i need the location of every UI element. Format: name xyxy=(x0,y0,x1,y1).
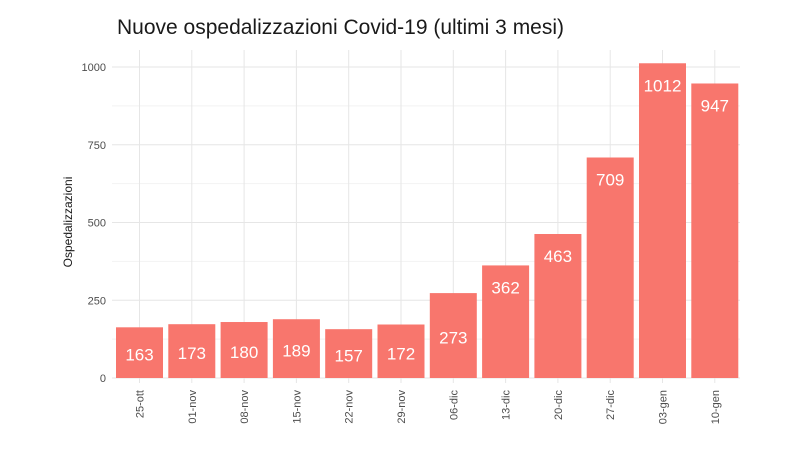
x-tick-label: 27-dic xyxy=(605,390,617,420)
x-tick-label: 03-gen xyxy=(658,390,670,424)
bar-data-label: 173 xyxy=(178,344,206,363)
bar-data-label: 709 xyxy=(596,171,624,190)
bar xyxy=(586,157,634,378)
bar-data-label: 463 xyxy=(544,247,572,266)
bar xyxy=(116,327,163,378)
chart-title: Nuove ospedalizzazioni Covid-19 (ultimi … xyxy=(117,16,565,39)
x-tick-label: 22-nov xyxy=(344,390,356,424)
x-tick-label: 01-nov xyxy=(187,390,199,424)
y-tick-label: 1000 xyxy=(82,62,106,74)
y-axis-ticks: 0 250 500 750 1000 xyxy=(82,62,106,385)
x-tick-label: 06-dic xyxy=(448,390,460,420)
bar-data-label: 947 xyxy=(701,96,729,115)
x-tick-label: 25-ott xyxy=(135,390,147,418)
bar xyxy=(377,324,425,378)
x-tick-label: 20-dic xyxy=(553,390,565,420)
y-axis-label: Ospedalizzazioni xyxy=(61,177,75,268)
bar-data-label: 157 xyxy=(335,347,363,366)
x-tick-label: 10-gen xyxy=(710,390,722,424)
x-tick-label: 13-dic xyxy=(501,390,513,420)
bar xyxy=(639,63,686,378)
bar-data-label: 180 xyxy=(230,343,258,362)
bar-data-label: 189 xyxy=(282,342,310,361)
bar xyxy=(168,324,216,378)
y-tick-label: 750 xyxy=(88,140,106,152)
bar xyxy=(325,329,373,378)
bar xyxy=(220,322,268,378)
bar-data-label: 1012 xyxy=(644,76,682,95)
x-axis-ticks: 25-ott 01-nov 08-nov 15-nov 22-nov 29-nov 06-d… xyxy=(135,390,722,425)
bar xyxy=(272,319,320,378)
y-tick-label: 0 xyxy=(100,373,106,385)
y-tick-label: 500 xyxy=(88,218,106,230)
x-tick-label: 08-nov xyxy=(239,390,251,424)
x-tick-label: 15-nov xyxy=(291,390,303,424)
x-tick-label: 29-nov xyxy=(396,390,408,424)
bars xyxy=(116,63,739,378)
bar-data-label: 362 xyxy=(491,278,519,297)
bar xyxy=(482,265,530,378)
bar xyxy=(534,234,582,378)
bar-labels: 163 173 180 189 157 172 273 362 463 709 1012 947 xyxy=(125,76,729,365)
bar-data-label: 163 xyxy=(125,346,153,365)
bar-data-label: 172 xyxy=(387,344,415,363)
y-tick-label: 250 xyxy=(88,295,106,307)
bar xyxy=(691,83,739,378)
bar xyxy=(429,293,477,378)
bar-data-label: 273 xyxy=(439,329,467,348)
